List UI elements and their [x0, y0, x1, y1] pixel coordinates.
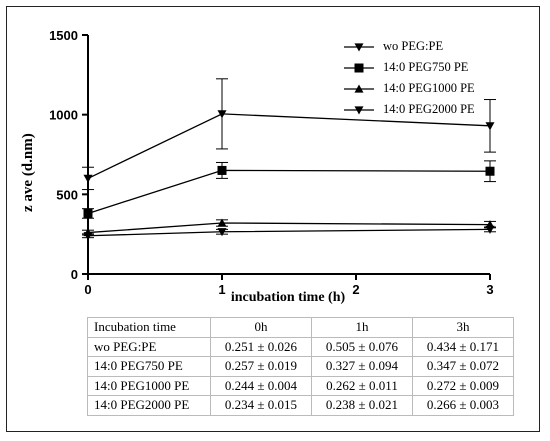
table-row: 14:0 PEG750 PE 0.257 ± 0.019 0.327 ± 0.094…	[87, 356, 514, 377]
legend-marker	[354, 105, 364, 114]
data-point	[485, 166, 495, 176]
legend-label: 14:0 PEG2000 PE	[383, 102, 475, 116]
data-point	[83, 208, 93, 218]
data-point	[485, 225, 495, 234]
data-point	[485, 122, 495, 131]
data-table-body: Incubation time 0h 1h 3h wo PEG:PE 0.251 ± 0.…	[87, 317, 514, 416]
table-cell: 0.272 ± 0.009	[412, 375, 514, 396]
legend-symbol	[342, 103, 376, 117]
data-point	[83, 174, 93, 183]
data-table: Incubation time 0h 1h 3h wo PEG:PE 0.251 ± 0.…	[87, 317, 514, 416]
table-row: 14:0 PEG1000 PE 0.244 ± 0.004 0.262 ± 0.01…	[87, 375, 514, 396]
data-point	[217, 110, 227, 119]
legend-symbol-svg	[344, 63, 374, 72]
table-cell: 0.257 ± 0.019	[210, 356, 312, 377]
data-point	[217, 165, 227, 175]
table-cell: 14:0 PEG1000 PE	[87, 375, 211, 396]
x-tick-label: 3	[486, 282, 493, 297]
x-tick-label: 0	[84, 282, 91, 297]
legend-item: 14:0 PEG1000 PE	[342, 78, 475, 99]
legend-item: 14:0 PEG750 PE	[342, 57, 475, 78]
table-cell: 0.327 ± 0.094	[311, 356, 413, 377]
legend-symbol-svg	[344, 84, 374, 93]
table-header-row: Incubation time 0h 1h 3h	[87, 317, 514, 338]
legend-symbol	[342, 61, 376, 75]
legend-symbol-svg	[344, 105, 374, 114]
x-tick-label: 1	[218, 282, 225, 297]
legend: wo PEG:PE 14:0 PEG750 PE 14:0 PEG1000 PE 14…	[342, 36, 475, 120]
series-line-1	[87, 169, 491, 215]
y-tick-label: 1500	[49, 28, 78, 43]
y-tick-label: 0	[71, 267, 78, 282]
y-tick-label: 1000	[49, 108, 78, 123]
table-cell: 0.505 ± 0.076	[311, 336, 413, 357]
series-line-0	[87, 113, 491, 179]
x-tick-label: 2	[352, 282, 359, 297]
table-header-cell: Incubation time	[87, 317, 211, 338]
data-point	[217, 228, 227, 237]
table-cell: 0.238 ± 0.021	[311, 395, 413, 416]
table-cell: 0.347 ± 0.072	[412, 356, 514, 377]
table-cell: 0.234 ± 0.015	[210, 395, 312, 416]
table-row: wo PEG:PE 0.251 ± 0.026 0.505 ± 0.076 0.434…	[87, 336, 514, 357]
table-cell: 0.244 ± 0.004	[210, 375, 312, 396]
table-cell: 14:0 PEG2000 PE	[87, 395, 211, 416]
legend-marker	[354, 84, 364, 93]
y-tick-label: 500	[56, 187, 78, 202]
legend-marker	[354, 63, 364, 72]
legend-symbol	[342, 82, 376, 96]
table-cell: 0.266 ± 0.003	[412, 395, 514, 416]
legend-symbol	[342, 40, 376, 54]
legend-item: 14:0 PEG2000 PE	[342, 99, 475, 120]
table-cell: 14:0 PEG750 PE	[87, 356, 211, 377]
line-chart: 0 500 1000 1500 0 1 2 3	[49, 28, 496, 297]
data-point	[217, 218, 227, 227]
table-header-cell: 0h	[210, 317, 312, 338]
series-line-3	[87, 228, 491, 237]
legend-label: 14:0 PEG750 PE	[383, 60, 469, 74]
x-axis-title: incubation time (h)	[230, 290, 346, 305]
table-cell: 0.262 ± 0.011	[311, 375, 413, 396]
table-row: 14:0 PEG2000 PE 0.234 ± 0.015 0.238 ± 0.02…	[87, 395, 514, 416]
legend-label: 14:0 PEG1000 PE	[383, 81, 475, 95]
y-axis-title: z ave (d.nm)	[20, 133, 36, 212]
data-point	[83, 232, 93, 241]
table-header-cell: 1h	[311, 317, 413, 338]
table-cell: wo PEG:PE	[87, 336, 211, 357]
legend-symbol-svg	[344, 42, 374, 51]
legend-label: wo PEG:PE	[383, 39, 444, 53]
table-header-cell: 3h	[412, 317, 514, 338]
legend-marker	[354, 42, 364, 51]
legend-item: wo PEG:PE	[342, 36, 475, 57]
table-cell: 0.251 ± 0.026	[210, 336, 312, 357]
figure-frame	[6, 6, 540, 432]
table-cell: 0.434 ± 0.171	[412, 336, 514, 357]
